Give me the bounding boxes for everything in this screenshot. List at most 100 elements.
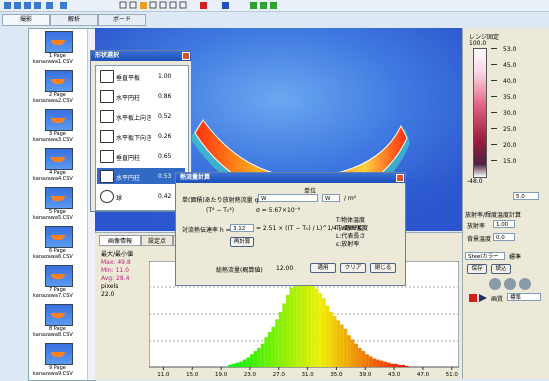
option-value: 0.26 — [158, 133, 172, 140]
scale-tick — [491, 48, 497, 49]
thumbnail-hot — [51, 157, 65, 162]
hist-bar — [293, 280, 297, 367]
close-button[interactable] — [182, 52, 190, 60]
label: / m² — [344, 195, 357, 202]
scale-tick — [491, 96, 497, 97]
thumbnail-file: kanazawa9.CSV — [33, 371, 73, 377]
input[interactable]: W — [258, 194, 318, 202]
scale-label: 40.0 — [503, 78, 517, 85]
hist-bar — [347, 335, 351, 367]
tab-bar: 撮影 解析 ボード — [0, 12, 549, 26]
thumbnail-file: kanazawa7.CSV — [33, 293, 73, 299]
x-tick-label: 15.0 — [186, 372, 199, 378]
close-button[interactable] — [396, 174, 404, 182]
hist-bar — [271, 326, 276, 367]
thumbnail-page: 7 Page — [49, 287, 66, 293]
input[interactable]: 0.0 — [493, 233, 515, 241]
label: 背景温度 — [467, 236, 492, 243]
input[interactable]: 3.12 — [230, 224, 254, 232]
scale-label: 20.0 — [503, 142, 517, 149]
option-label: 垂直平板 — [116, 75, 141, 82]
hist-bar — [340, 324, 344, 367]
x-tick-label: 23.0 — [244, 372, 257, 378]
hist-bar — [336, 320, 341, 367]
thumbnail-file: kanazawa4.CSV — [33, 176, 73, 182]
checkbox-label[interactable]: 放射率/輝度温度計算 — [465, 212, 522, 219]
thumbnail-page: 4 Page — [49, 170, 66, 176]
heat-dialog: 熱流量計算 単位 単(面積)あたり放射熱流量 q = W W / m² (T⁴ … — [175, 172, 406, 286]
hist-bar — [267, 332, 272, 367]
thumbnail-list: 1 Page kanazawa1.CSV 2 Page kanazawa2.CSV 3 … — [28, 28, 96, 381]
x-tick-label: 27.0 — [273, 372, 286, 378]
hist-bar — [404, 365, 409, 367]
hist-bar — [304, 271, 308, 367]
scale-tick — [491, 112, 497, 113]
note: L:代表長さ — [336, 233, 366, 240]
hist-bar — [358, 347, 362, 367]
hist-bar — [278, 311, 283, 367]
tab[interactable]: 解析 — [50, 14, 98, 26]
tab[interactable]: ボード — [98, 14, 146, 26]
tab[interactable]: 撮影 — [2, 14, 50, 26]
button[interactable]: クリア — [340, 263, 366, 273]
hist-bar — [257, 347, 261, 367]
input[interactable]: 5.0 — [513, 192, 539, 200]
button[interactable]: 適用 — [310, 263, 336, 273]
hist-bar — [329, 311, 333, 367]
scale-label: 25.0 — [503, 126, 517, 133]
hist-bar — [390, 363, 395, 367]
input[interactable]: 1.00 — [493, 220, 515, 228]
scale-label: 45.0 — [503, 62, 517, 69]
button[interactable]: 再計算 — [230, 237, 254, 247]
button[interactable]: 読込 — [491, 264, 511, 274]
hist-bar — [228, 364, 232, 367]
hist-bar — [383, 361, 387, 367]
button[interactable]: 保存 — [467, 264, 487, 274]
dialog-title: 熱流量計算 — [176, 173, 405, 183]
hist-bar — [300, 266, 304, 367]
hist-bar — [311, 282, 315, 367]
hist-bar — [231, 363, 236, 367]
label: 対流熱伝達率 h = — [182, 227, 231, 234]
hist-bar — [332, 316, 337, 367]
color-scale — [473, 48, 487, 178]
dropdown[interactable]: 標準 — [507, 293, 541, 301]
option-label: 水平円柱 — [116, 175, 141, 182]
shape-option[interactable] — [97, 168, 185, 184]
hist-bar — [246, 357, 250, 367]
tab[interactable]: 画像情報 — [99, 235, 141, 246]
dropdown[interactable]: W — [322, 194, 340, 202]
controls — [469, 278, 531, 302]
thumbnail-file: kanazawa3.CSV — [33, 137, 73, 143]
thumbnail-hot — [51, 79, 65, 84]
info: Max: 49.8 Min: 11.0 Avg: 28.4 pixels 22.0 — [101, 259, 147, 319]
hist-bar — [386, 362, 391, 367]
hist-bar — [394, 363, 398, 367]
x-tick-label: 51.0 — [446, 372, 459, 378]
scale-tick — [491, 128, 497, 129]
shape-icon — [100, 150, 114, 163]
button[interactable]: 閉じる — [370, 263, 396, 273]
shape-dialog: 形状選択 垂直平板 1.00 水平円柱 0.86 水平板上向き 0.52 水平板下向き 0.2… — [90, 50, 192, 212]
x-tick-label: 31.0 — [301, 372, 314, 378]
label: 単位 — [304, 188, 317, 195]
thumbnail-hot — [51, 196, 65, 201]
thumbnail-page: 5 Page — [49, 209, 66, 215]
x-tick-label: 47.0 — [417, 372, 430, 378]
dropdown[interactable]: Steelカラー — [465, 252, 505, 260]
label: 放射率 — [467, 223, 486, 230]
dialog-title: 形状選択 — [91, 51, 191, 61]
scale-bottom: -48.0 — [467, 178, 483, 185]
shape-icon — [100, 170, 114, 183]
option-label: 球 — [116, 195, 123, 202]
info-line: Min: 11.0 — [101, 267, 129, 274]
option-value: 0.65 — [158, 153, 172, 160]
x-tick-label: 19.0 — [215, 372, 228, 378]
hist-bar — [285, 294, 290, 367]
scale-tick — [491, 160, 497, 161]
toolbar — [0, 0, 549, 12]
checkbox-label[interactable]: レンジ固定 — [469, 34, 500, 41]
info-line: Avg: 28.4 — [101, 275, 130, 282]
tab[interactable]: 設定点 — [141, 235, 173, 246]
shape-icon — [100, 110, 114, 123]
